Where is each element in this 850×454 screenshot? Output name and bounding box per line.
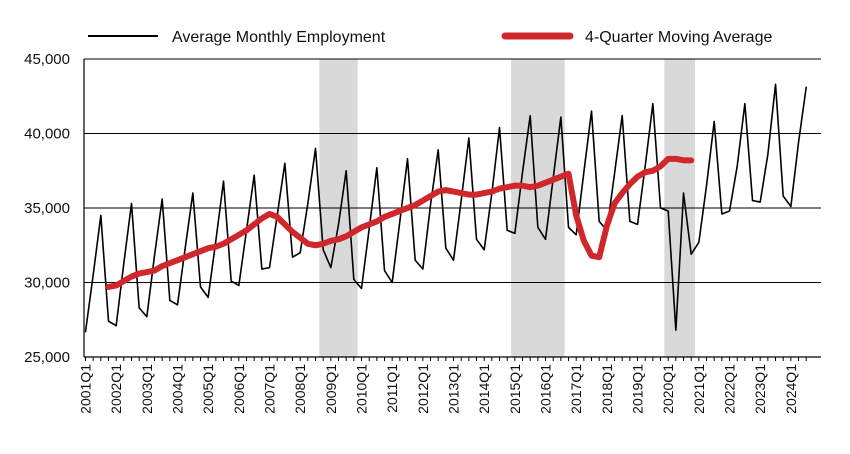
x-tick-label: 2003Q1 <box>139 364 155 414</box>
x-tick-label: 2016Q1 <box>538 364 554 414</box>
series-line-1 <box>84 83 807 333</box>
x-tick-label: 2011Q1 <box>384 364 400 413</box>
y-tick-label: 30,000 <box>24 275 70 292</box>
x-tick-label: 2013Q1 <box>446 364 462 414</box>
series-lines <box>84 83 807 333</box>
x-tick-label: 2023Q1 <box>752 364 768 414</box>
x-tick-label: 2021Q1 <box>691 364 707 414</box>
x-tick-label: 2012Q1 <box>415 364 431 414</box>
x-tick-label: 2005Q1 <box>200 364 216 414</box>
axes <box>83 59 821 361</box>
x-tick-label: 2018Q1 <box>599 364 615 414</box>
x-tick-label: 2004Q1 <box>170 364 186 414</box>
x-tick-label: 2006Q1 <box>231 364 247 414</box>
series-line-2 <box>105 155 695 290</box>
y-tick-labels: 25,000 30,000 35,000 40,000 45,000 <box>24 51 70 366</box>
x-tick-labels: 2001Q1 2002Q1 2003Q1 2004Q1 2005Q1 2006Q1 2007… <box>78 364 799 414</box>
y-tick-label: 35,000 <box>24 200 70 217</box>
x-tick-label: 2007Q1 <box>262 364 278 414</box>
x-tick-label: 2014Q1 <box>476 364 492 414</box>
x-tick-label: 2015Q1 <box>507 364 523 414</box>
legend: Average Monthly Employment 4-Quarter Movi… <box>88 29 772 46</box>
x-tick-label: 2001Q1 <box>78 364 94 414</box>
y-tick-label: 40,000 <box>24 126 70 143</box>
x-tick-label: 2002Q1 <box>108 364 124 414</box>
y-tick-label: 45,000 <box>24 51 70 68</box>
x-tick-label: 2008Q1 <box>292 364 308 414</box>
x-tick-label: 2017Q1 <box>568 364 584 414</box>
x-tick-label: 2010Q1 <box>354 364 370 414</box>
x-tick-label: 2009Q1 <box>323 364 339 414</box>
legend-label-1: Average Monthly Employment <box>172 29 386 46</box>
legend-label-2: 4-Quarter Moving Average <box>585 29 772 46</box>
y-tick-label: 25,000 <box>24 349 70 366</box>
x-tick-label: 2019Q1 <box>630 364 646 414</box>
x-tick-label: 2024Q1 <box>783 364 799 414</box>
x-tick-label: 2020Q1 <box>660 364 676 414</box>
x-tick-label: 2022Q1 <box>722 364 738 414</box>
